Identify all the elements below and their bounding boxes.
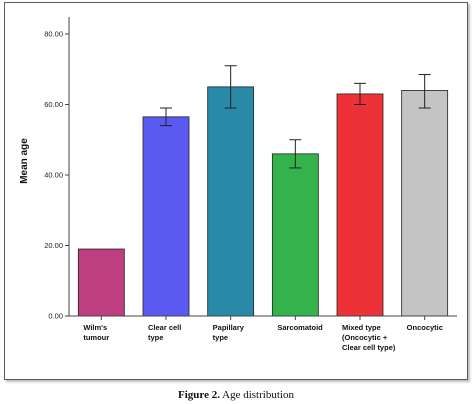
x-tick-label: Oncocytic [407, 323, 443, 332]
y-tick-label: 40.00 [44, 171, 63, 180]
y-tick-label: 0.00 [48, 312, 63, 321]
x-tick-label: Clear cell type [148, 323, 181, 342]
y-tick-label: 20.00 [44, 241, 63, 250]
y-tick-label: 60.00 [44, 100, 63, 109]
chart-frame: Mean age 0.00 20.00 40.00 60.00 80.00 Wilm's… [4, 2, 468, 380]
figure-caption: Figure 2. Age distribution [0, 389, 472, 401]
bar-chart: Mean age 0.00 20.00 40.00 60.00 80.00 Wilm's… [19, 17, 457, 352]
bar [271, 153, 319, 317]
x-tick-label: Mixed type (Oncocytic + Clear cell type) [342, 323, 396, 352]
bar [401, 90, 449, 317]
caption-label: Figure 2. [178, 389, 220, 401]
x-tick-label: Sarcomatoid [277, 323, 323, 332]
bar [207, 86, 255, 317]
y-axis-label: Mean age [19, 138, 30, 184]
bar [142, 116, 190, 317]
bar [77, 248, 125, 317]
bar [336, 93, 384, 317]
x-tick-label: Wilm's tumour [83, 323, 109, 342]
caption-text: Age distribution [220, 389, 294, 401]
x-tick-label: Papillary type [213, 323, 245, 342]
y-tick-label: 80.00 [44, 30, 63, 39]
